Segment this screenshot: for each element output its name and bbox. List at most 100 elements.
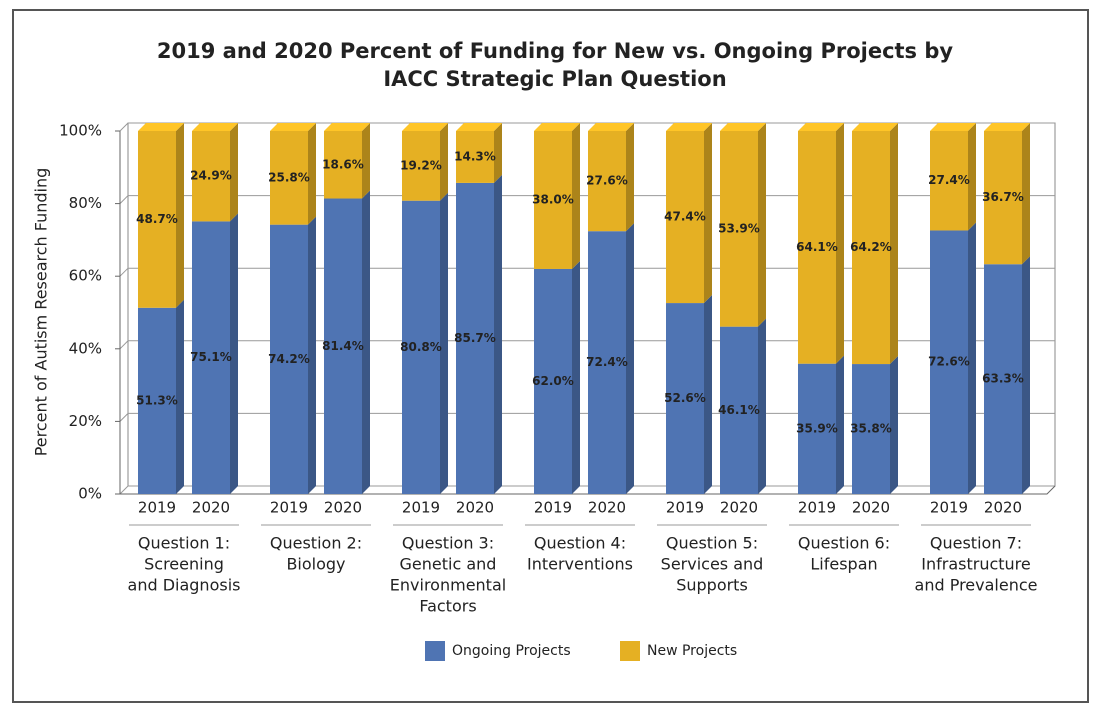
value-label: 52.6% [664,391,706,405]
bar-side [176,299,184,494]
bar-segment [402,131,440,201]
chart-title: 2019 and 2020 Percent of Funding for New… [157,39,953,63]
bar-segment [324,131,362,199]
value-label: 72.6% [928,355,970,369]
bar-top [930,123,976,131]
bar-top [588,123,634,131]
value-label: 18.6% [322,157,364,171]
value-label: 27.4% [928,173,970,187]
x-tick-label: 2019 [138,499,176,517]
bar-top [456,123,502,131]
bar-top [138,123,184,131]
bar-side [626,123,634,232]
group-label: Lifespan [810,555,877,574]
bar-segment [138,131,176,308]
value-label: 81.4% [322,339,364,353]
y-tick-label: 20% [69,412,102,430]
value-label: 75.1% [190,350,232,364]
bar-segment [720,326,758,494]
bar-side [308,123,316,225]
bar-top [192,123,238,131]
bar-side [230,213,238,494]
bar-side [968,222,976,494]
bar-segment [798,131,836,364]
bar-segment [930,131,968,231]
value-label: 74.2% [268,352,310,366]
bar-segment [138,307,176,494]
group-label: Question 1: [138,534,230,553]
value-label: 62.0% [532,374,574,388]
bar-side [176,123,184,308]
bar-side [836,355,844,494]
bar-segment [852,364,890,494]
bar-side [836,123,844,364]
group-label: Question 4: [534,534,626,553]
group-label: Question 2: [270,534,362,553]
legend-swatch [425,641,445,661]
bar-side [704,123,712,304]
value-label: 14.3% [454,149,496,163]
bar-segment [588,131,626,232]
x-tick-label: 2019 [666,499,704,517]
bar-segment [720,131,758,327]
bar-top [798,123,844,131]
value-label: 64.2% [850,240,892,254]
bar-side [758,318,766,494]
value-label: 47.4% [664,210,706,224]
x-tick-label: 2020 [588,499,626,517]
bar-side [308,216,316,495]
bar-segment [402,200,440,495]
bar-segment [534,268,572,494]
value-label: 38.0% [532,192,574,206]
value-label: 46.1% [718,403,760,417]
value-label: 25.8% [268,170,310,184]
bar-segment [930,230,968,494]
bar-segment [324,198,362,494]
value-label: 72.4% [586,355,628,369]
bar-top [984,123,1030,131]
group-label: Question 5: [666,534,758,553]
y-tick-label: 0% [78,485,102,503]
x-tick-label: 2020 [324,499,362,517]
value-label: 64.1% [796,240,838,254]
bar-side [704,295,712,494]
value-label: 27.6% [586,174,628,188]
bar-segment [852,131,890,365]
group-label: Question 3: [402,534,494,553]
bar-side [1022,256,1030,494]
group-label: and Diagnosis [128,576,241,595]
bar-top [720,123,766,131]
value-label: 36.7% [982,190,1024,204]
bar-side [1022,123,1030,265]
x-tick-label: 2019 [270,499,308,517]
x-tick-label: 2019 [798,499,836,517]
bar-segment [984,131,1022,265]
bar-segment [798,363,836,494]
x-tick-label: 2019 [930,499,968,517]
value-label: 19.2% [400,158,442,172]
y-tick-label: 60% [69,267,102,285]
value-label: 24.9% [190,169,232,183]
bar-top [324,123,370,131]
legend-label: Ongoing Projects [452,643,571,659]
group-label: Genetic and [400,555,497,574]
group-label: Screening [144,555,224,574]
bar-segment [192,131,230,222]
bar-segment [456,182,494,494]
legend-swatch [620,641,640,661]
y-axis-label: Percent of Autism Research Funding [32,168,51,457]
bar-side [440,123,448,201]
bar-segment [534,131,572,269]
legend-label: New Projects [647,643,737,659]
group-label: Environmental [390,576,506,595]
bar-side [626,223,634,495]
bar-side [494,174,502,494]
bar-side [362,123,370,199]
value-label: 48.7% [136,212,178,226]
group-label: Question 7: [930,534,1022,553]
x-tick-label: 2020 [984,499,1022,517]
y-tick-label: 40% [69,339,102,357]
group-label: Biology [286,555,345,574]
x-tick-label: 2020 [192,499,230,517]
